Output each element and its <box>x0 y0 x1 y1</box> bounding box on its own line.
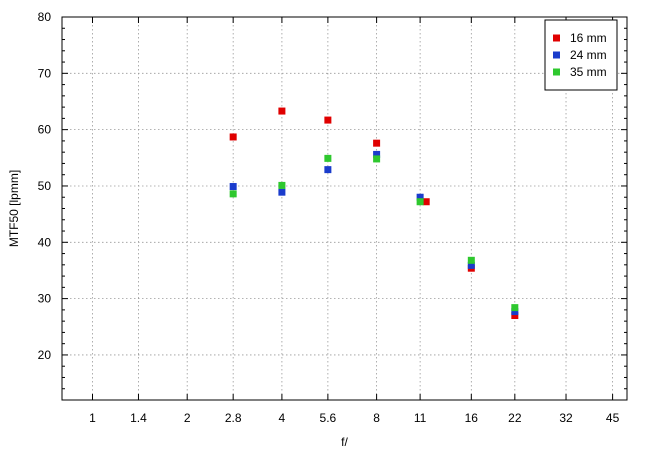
y-axis-ticks: 20 30 40 50 60 70 80 <box>38 10 627 362</box>
x-tick-label: 1.4 <box>130 411 147 425</box>
x-axis-ticks: 1 1.4 2 2.8 4 5.6 8 11 16 22 32 45 <box>89 17 620 425</box>
data-point <box>373 150 381 158</box>
y-tick-label: 50 <box>38 179 52 193</box>
legend-swatch <box>553 51 560 59</box>
data-point <box>467 261 475 269</box>
x-axis-label: f/ <box>341 435 348 449</box>
y-tick-label: 30 <box>38 292 52 306</box>
minor-ticks <box>62 27 627 401</box>
data-point <box>278 181 286 189</box>
data-point <box>416 198 424 206</box>
data-point <box>467 256 475 264</box>
data-point <box>324 166 332 174</box>
y-tick-label: 40 <box>38 235 52 249</box>
x-tick-label: 5.6 <box>320 411 337 425</box>
data-point <box>278 188 286 196</box>
legend: 16 mm 24 mm 35 mm <box>544 19 618 91</box>
data-point <box>511 304 519 312</box>
data-point <box>511 312 519 320</box>
x-tick-label: 4 <box>279 411 286 425</box>
legend-swatch <box>553 34 560 42</box>
x-tick-label: 1 <box>89 411 96 425</box>
x-tick-label: 11 <box>414 411 427 425</box>
data-point <box>324 154 332 162</box>
data-point <box>229 183 237 191</box>
x-tick-label: 45 <box>606 411 620 425</box>
x-tick-label: 8 <box>373 411 380 425</box>
y-tick-label: 70 <box>38 66 52 80</box>
y-tick-label: 80 <box>38 10 52 24</box>
x-tick-label: 2.8 <box>225 411 242 425</box>
y-axis-label: MTF50 [lpmm] <box>7 170 21 247</box>
data-point <box>373 139 381 147</box>
data-point <box>416 193 424 201</box>
legend-label: 35 mm <box>570 65 607 79</box>
grid <box>62 16 627 400</box>
data-point <box>511 308 519 316</box>
data-point <box>278 107 286 115</box>
data-point <box>229 190 237 198</box>
data-point <box>229 133 237 141</box>
data-points <box>229 107 519 320</box>
plot-frame <box>61 16 628 401</box>
data-point <box>422 198 430 206</box>
data-point <box>373 155 381 163</box>
y-tick-label: 20 <box>38 348 52 362</box>
legend-label: 16 mm <box>570 31 607 45</box>
data-point <box>324 116 332 124</box>
x-tick-label: 22 <box>508 411 522 425</box>
legend-swatch <box>553 68 560 76</box>
x-tick-label: 16 <box>465 411 479 425</box>
x-tick-label: 32 <box>559 411 573 425</box>
y-tick-label: 60 <box>38 123 52 137</box>
legend-label: 24 mm <box>570 48 607 62</box>
x-tick-label: 2 <box>184 411 191 425</box>
